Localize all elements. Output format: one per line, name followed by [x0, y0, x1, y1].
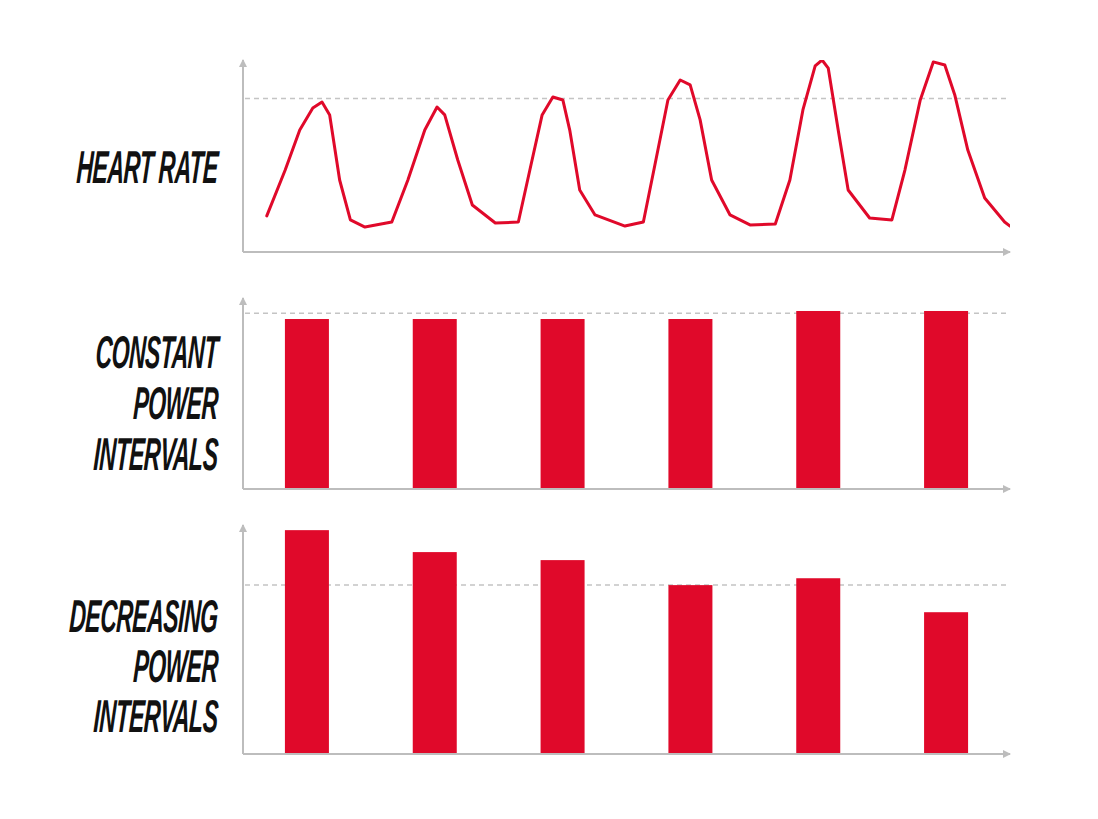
plot-area — [285, 311, 968, 489]
y-axis — [242, 298, 244, 489]
y-axis — [242, 525, 244, 754]
bar — [796, 311, 840, 489]
bar — [285, 530, 329, 754]
panel-title: HEART RATE — [75, 141, 220, 193]
y-axis-arrow — [239, 297, 247, 305]
panel-title: INTERVALS — [92, 428, 219, 480]
heart-rate-line — [267, 60, 1010, 227]
x-axis-arrow — [1003, 485, 1011, 493]
x-axis-arrow — [1003, 750, 1011, 758]
panel-title: DECREASING — [68, 590, 219, 642]
chart-canvas: HEART RATECONSTANTPOWERINTERVALSDECREASI… — [0, 0, 1098, 819]
bar — [924, 311, 968, 489]
bar — [413, 319, 457, 489]
bar — [285, 319, 329, 489]
panel-title-line: INTERVALS — [92, 690, 219, 742]
y-axis-arrow — [239, 524, 247, 532]
bar — [924, 612, 968, 754]
panel-title: POWER — [132, 377, 220, 429]
threshold-line — [245, 584, 1010, 586]
panel-title-line: HEART RATE — [75, 141, 220, 193]
bar — [413, 552, 457, 754]
x-axis — [243, 753, 1010, 755]
panel-title: INTERVALS — [92, 690, 219, 742]
panel: DECREASINGPOWERINTERVALS — [68, 524, 1011, 758]
panel-title: CONSTANT — [94, 326, 221, 378]
threshold-line — [245, 98, 1010, 100]
panel-title-line: CONSTANT — [94, 326, 221, 378]
panel-title: POWER — [132, 640, 220, 692]
y-axis-arrow — [239, 59, 247, 67]
panel: HEART RATE — [75, 59, 1011, 256]
bar — [668, 585, 712, 754]
bar — [668, 319, 712, 489]
x-axis-arrow — [1003, 248, 1011, 256]
bar — [541, 560, 585, 754]
panel-title-line: INTERVALS — [92, 428, 219, 480]
panel-title-line: POWER — [132, 640, 220, 692]
panel-title-line: POWER — [132, 377, 220, 429]
bar — [796, 578, 840, 754]
threshold-line — [245, 313, 1010, 315]
panel: CONSTANTPOWERINTERVALS — [92, 297, 1011, 493]
y-axis — [242, 60, 244, 252]
x-axis — [243, 488, 1010, 490]
x-axis — [243, 251, 1010, 253]
panel-title-line: DECREASING — [68, 590, 219, 642]
plot-area — [267, 60, 1010, 227]
plot-area — [285, 530, 968, 754]
bar — [541, 319, 585, 489]
